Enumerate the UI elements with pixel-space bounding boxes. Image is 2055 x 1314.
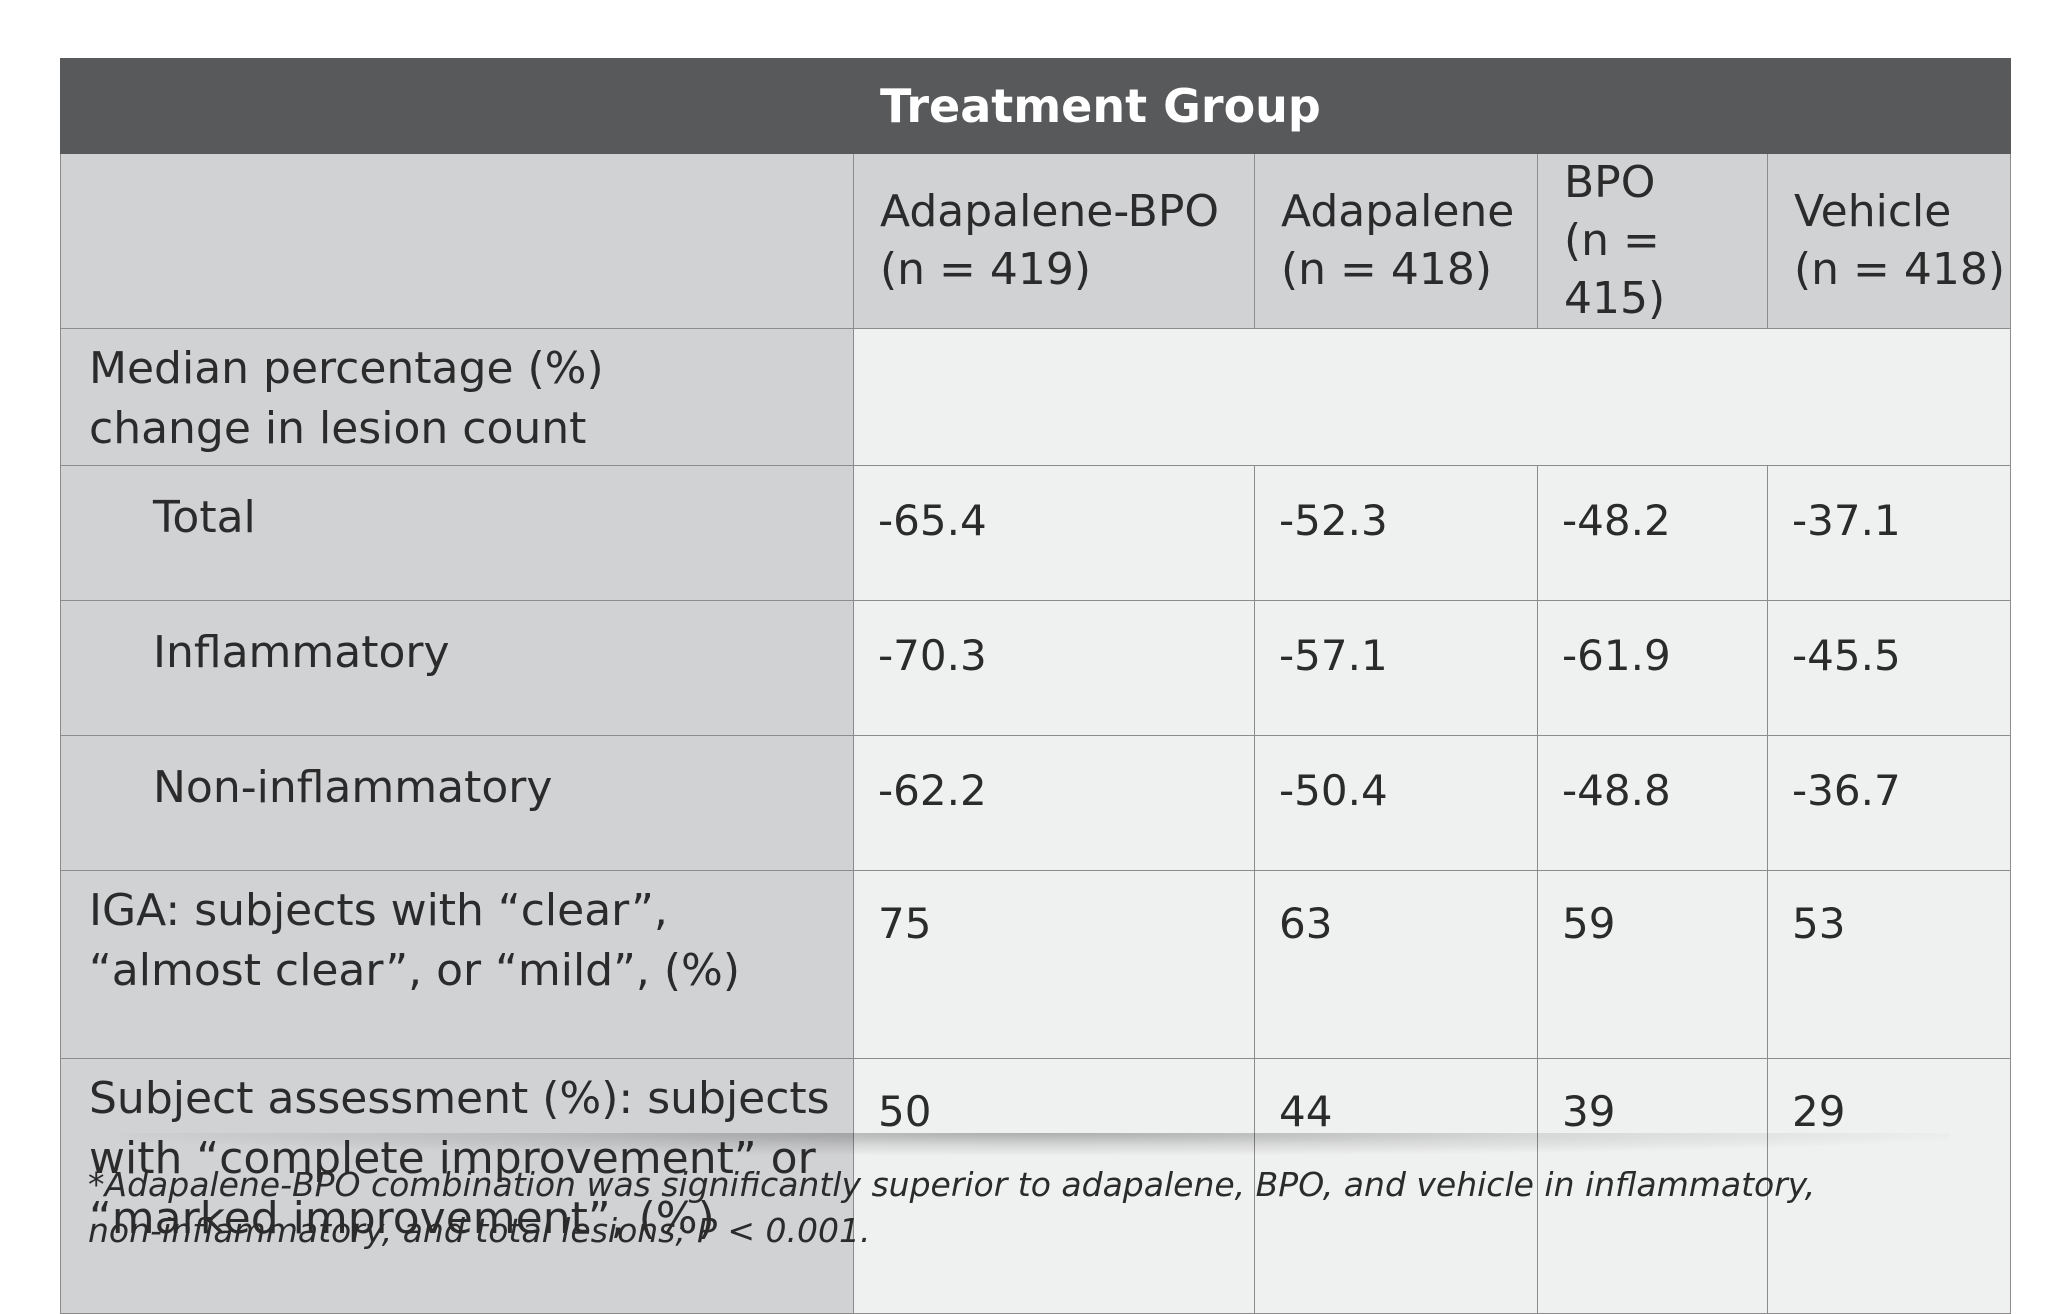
- column-header-vehicle: Vehicle (n = 418): [1766, 153, 2012, 329]
- column-name: Vehicle: [1794, 186, 1952, 237]
- table-cell: 53: [1766, 870, 2012, 1059]
- table-cell: -70.3: [853, 600, 1255, 736]
- column-name: BPO: [1564, 157, 1656, 208]
- row-label: Inflammatory: [60, 600, 854, 736]
- column-n: (n = 415): [1564, 215, 1666, 324]
- row-label-line: IGA: subjects with “clear”,: [89, 885, 668, 936]
- footnote: *Adapalene-BPO combination was significa…: [88, 1162, 1938, 1254]
- table-cell: 44: [1254, 1058, 1538, 1314]
- row-label: Total: [60, 465, 854, 601]
- table-row-inflammatory: Inflammatory -70.3 -57.1 -61.9 -45.5: [60, 600, 2012, 736]
- column-header-bpo: BPO (n = 415): [1537, 153, 1768, 329]
- section-label-line: change in lesion count: [89, 403, 587, 454]
- section-label-line: Median percentage (%): [89, 343, 604, 394]
- table-cell: -48.8: [1537, 735, 1768, 871]
- table-row-non-inflammatory: Non-inflammatory -62.2 -50.4 -48.8 -36.7: [60, 735, 2012, 871]
- footnote-line: *Adapalene-BPO combination was significa…: [88, 1165, 1816, 1204]
- table-cell: -57.1: [1254, 600, 1538, 736]
- table-row-iga: IGA: subjects with “clear”, “almost clea…: [60, 870, 2012, 1059]
- row-label-line: Subject assessment (%): subjects: [89, 1073, 830, 1124]
- column-n: (n = 419): [880, 244, 1092, 295]
- table-cell: -36.7: [1766, 735, 2012, 871]
- section-row-median-change: Median percentage (%) change in lesion c…: [60, 328, 2012, 466]
- table-cell: -50.4: [1254, 735, 1538, 871]
- table-cell: 29: [1766, 1058, 2012, 1314]
- table-cell: -45.5: [1766, 600, 2012, 736]
- results-table: Treatment Group Adapalene-BPO (n = 419) …: [60, 58, 2012, 1314]
- footnote-line: non-inflammatory, and total lesions; P <…: [88, 1211, 871, 1250]
- table-cell: 39: [1537, 1058, 1768, 1314]
- row-label-line: “marked improvement”, (%): [89, 1193, 715, 1244]
- group-header-row: Treatment Group: [60, 58, 2012, 154]
- table-cell: -61.9: [1537, 600, 1768, 736]
- column-name: Adapalene-BPO: [880, 186, 1220, 237]
- header-corner-blank: [60, 58, 854, 154]
- treatment-group-title: Treatment Group: [852, 58, 2012, 154]
- column-header-row: Adapalene-BPO (n = 419) Adapalene (n = 4…: [60, 153, 2012, 329]
- table-cell: 50: [853, 1058, 1255, 1314]
- column-header-adapalene: Adapalene (n = 418): [1254, 153, 1538, 329]
- column-name: Adapalene: [1281, 186, 1515, 237]
- table-cell: -48.2: [1537, 465, 1768, 601]
- table-row-total: Total -65.4 -52.3 -48.2 -37.1: [60, 465, 2012, 601]
- table-drop-shadow: [120, 1133, 1950, 1155]
- row-label-iga: IGA: subjects with “clear”, “almost clea…: [60, 870, 854, 1059]
- table-row-subject-assessment: Subject assessment (%): subjects with “c…: [60, 1058, 2012, 1314]
- table-cell: -52.3: [1254, 465, 1538, 601]
- table-cell: -37.1: [1766, 465, 2012, 601]
- table-cell: -62.2: [853, 735, 1255, 871]
- row-label-line: “almost clear”, or “mild”, (%): [89, 945, 741, 996]
- column-header-adapalene-bpo: Adapalene-BPO (n = 419): [853, 153, 1255, 329]
- column-header-blank: [60, 153, 854, 329]
- table-cell: 75: [853, 870, 1255, 1059]
- table-cell: -65.4: [853, 465, 1255, 601]
- column-n: (n = 418): [1281, 244, 1493, 295]
- column-n: (n = 418): [1794, 244, 2006, 295]
- section-empty-cell: [852, 328, 2012, 466]
- section-label: Median percentage (%) change in lesion c…: [60, 328, 854, 466]
- results-table-container: Treatment Group Adapalene-BPO (n = 419) …: [60, 58, 2012, 1314]
- row-label: Non-inflammatory: [60, 735, 854, 871]
- table-cell: 63: [1254, 870, 1538, 1059]
- row-label-line: with “complete improvement” or: [89, 1133, 816, 1184]
- table-cell: 59: [1537, 870, 1768, 1059]
- row-label-subject-assessment: Subject assessment (%): subjects with “c…: [60, 1058, 854, 1314]
